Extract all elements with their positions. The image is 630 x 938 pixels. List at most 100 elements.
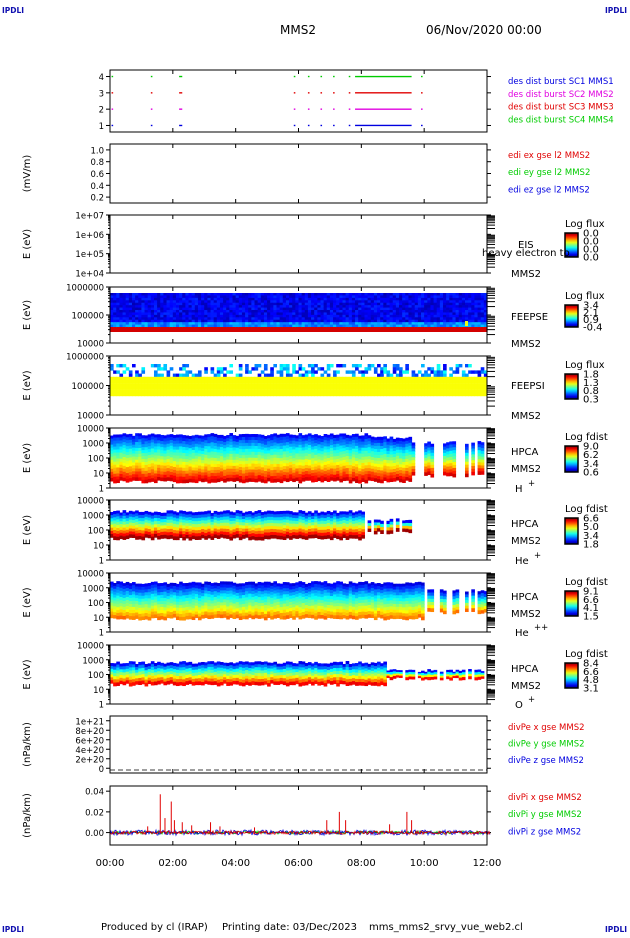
spectrogram-cell (211, 377, 215, 380)
spectrogram-cell (217, 479, 221, 483)
spectrogram-cell (393, 370, 397, 373)
spectrogram-cell (377, 479, 381, 483)
spectrogram-cell (242, 386, 246, 389)
spectrogram-cell (286, 390, 290, 393)
spectrogram-cell (377, 386, 381, 389)
spectrogram-cell (214, 386, 218, 389)
spectrogram-cell (452, 380, 456, 383)
spectrogram-cell (141, 380, 145, 383)
spectrogram-cell (361, 478, 365, 482)
spectrogram-cell (126, 367, 130, 370)
spectrogram-cell (364, 380, 368, 383)
spectrogram-cell (214, 390, 218, 393)
spectrogram-cell (226, 390, 230, 393)
spectrogram-cell (163, 386, 167, 389)
spectrogram-cell (302, 393, 306, 396)
spectrogram-cell (380, 374, 384, 377)
spectrogram-cell (421, 393, 425, 396)
spectrogram-cell (336, 383, 340, 386)
spectrogram-cell (386, 370, 390, 373)
spectrogram-cell (154, 374, 158, 377)
spectrogram-cell (434, 393, 438, 396)
spectrogram-cell (380, 480, 384, 484)
spectrogram-cell (327, 380, 331, 383)
spectrogram-cell (336, 390, 340, 393)
spectrogram-cell (195, 480, 199, 484)
spectrogram-cell (251, 367, 255, 370)
spectrogram-cell (163, 383, 167, 386)
spectrogram-cell (393, 380, 397, 383)
spectrogram-cell (478, 370, 482, 373)
spectrogram-cell (151, 478, 155, 482)
spectrogram-cell (352, 390, 356, 393)
spectrogram-cell (261, 479, 265, 483)
spectrogram-cell (311, 364, 315, 367)
spectrogram-cell (364, 377, 368, 380)
spectrogram-cell (223, 377, 227, 380)
spectrogram-hpca_h (110, 433, 484, 484)
spectrogram-cell (317, 377, 321, 380)
spectrogram-cell (380, 393, 384, 396)
spectrogram-cell (327, 377, 331, 380)
spectrogram-cell (402, 380, 406, 383)
spectrogram-cell (462, 374, 466, 377)
spectrogram-cell (427, 367, 431, 370)
spectrogram-cell (176, 386, 180, 389)
spectrogram-cell (204, 390, 208, 393)
spectrogram-cell (471, 383, 475, 386)
spectrogram-cell (217, 393, 221, 396)
spectrogram-cell (220, 370, 224, 373)
spectrogram-cell (170, 380, 174, 383)
spectrogram-cell (465, 393, 469, 396)
spectrogram-cell (374, 380, 378, 383)
spectrogram-cell (352, 393, 356, 396)
spectrogram-cell (245, 380, 249, 383)
spectrogram-cell (430, 370, 434, 373)
spectrogram-cell (173, 393, 177, 396)
spectrogram-cell (437, 386, 441, 389)
spectrogram-cell (123, 383, 127, 386)
spectrogram-cell (201, 377, 205, 380)
spectrogram-cell (236, 478, 240, 482)
spectrogram-cell (292, 393, 296, 396)
spectrogram-cell (456, 367, 460, 370)
spectrogram-cell (229, 380, 233, 383)
spectrogram-cell (223, 383, 227, 386)
spectrogram-cell (110, 380, 114, 383)
spectrogram-cell (355, 390, 359, 393)
species-label: H (515, 484, 523, 495)
y-tick-label: 10000 (77, 425, 104, 435)
spectrogram-cell (132, 535, 136, 538)
spectrogram-cell (214, 380, 218, 383)
spectrogram-cell (465, 380, 469, 383)
spectrogram-cell (317, 383, 321, 386)
spectrogram-cell (236, 383, 240, 386)
spectrogram-cell (217, 367, 221, 370)
spectrogram-cell (160, 377, 164, 380)
spectrogram-cell (138, 374, 142, 377)
spectrogram-cell (119, 374, 123, 377)
spectrogram-cell (245, 377, 249, 380)
spectrogram-cell (440, 390, 444, 393)
spectrogram-cell (226, 370, 230, 373)
spectrogram-cell (280, 380, 284, 383)
spectrogram-cell (434, 370, 438, 373)
spectrogram-cell (396, 390, 400, 393)
spectrogram-cell (333, 393, 337, 396)
spectrogram-cell (412, 370, 416, 373)
spectrogram-cell (295, 390, 299, 393)
spectrogram-cell (151, 364, 155, 367)
spectrogram-cell (264, 380, 268, 383)
spectrogram-cell (280, 390, 284, 393)
spectrogram-cell (377, 393, 381, 396)
y-tick-label: 1e+04 (75, 270, 104, 280)
spectrogram-cell (245, 364, 249, 367)
spectrogram-cell (302, 374, 306, 377)
spectrogram-cell (220, 386, 224, 389)
spectrogram-cell (261, 377, 265, 380)
spectrogram-cell (418, 370, 422, 373)
spectrogram-cell (295, 380, 299, 383)
spectrogram-cell (471, 380, 475, 383)
spectrogram-cell (295, 383, 299, 386)
spectrogram-cell (399, 367, 403, 370)
